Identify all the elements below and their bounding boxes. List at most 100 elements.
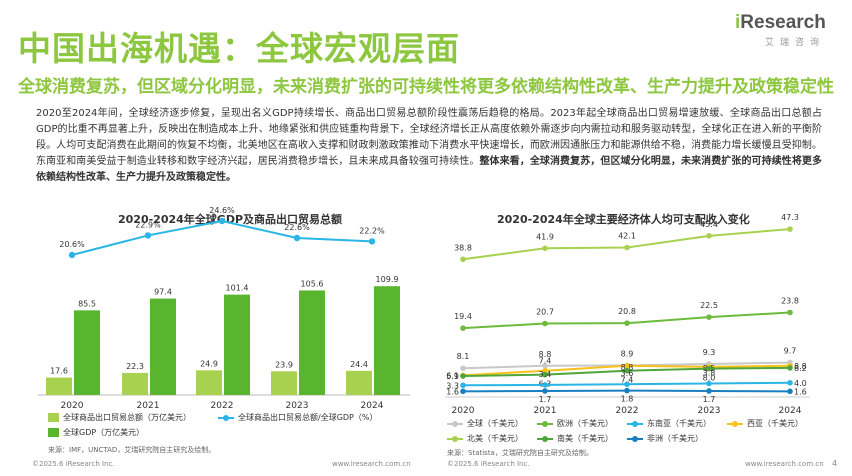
label-西亚-2021: 7.4 bbox=[539, 357, 552, 366]
label-全球-2021: 8.8 bbox=[539, 350, 552, 359]
label-北美-2020: 38.8 bbox=[454, 243, 472, 252]
label-南美-2020: 5.9 bbox=[446, 372, 459, 381]
legend-na-swatch bbox=[447, 435, 463, 442]
legend-westasia-label: 西亚（千美元） bbox=[747, 419, 803, 428]
point-欧洲-2023 bbox=[706, 314, 712, 320]
gdp-bar-2021 bbox=[150, 298, 176, 395]
logo-rest: Research bbox=[740, 12, 826, 33]
gdp-bar-label-2023: 105.6 bbox=[301, 279, 324, 288]
gdp-bar-2020 bbox=[74, 310, 100, 395]
label-东南亚-2021: 3.4 bbox=[539, 370, 552, 379]
ratio-label-2023: 22.6% bbox=[284, 223, 310, 232]
label-北美-2023: 45.4 bbox=[700, 220, 718, 229]
label-全球-2024: 9.7 bbox=[784, 347, 797, 356]
summary-part-1: 2020至2024年间，全球经济逐步修复，呈现出名义GDP持续增长、商品出口贸易… bbox=[36, 108, 822, 151]
legend-sea-swatch bbox=[627, 420, 643, 427]
legend-export-swatch bbox=[48, 413, 59, 422]
legend-gdp: 全球GDP（万亿美元） bbox=[48, 427, 144, 438]
left-source: 来源：IMF，UNCTAD，艾瑞研究院自主研究及绘制。 bbox=[48, 446, 216, 454]
legend-sa: 南美（千美元） bbox=[537, 433, 613, 444]
gdp-bar-2023 bbox=[299, 290, 325, 395]
right-chart-title: 2020-2024年全球主要经济体人均可支配收入变化 bbox=[497, 213, 750, 226]
export-bar-2020 bbox=[46, 377, 72, 395]
label-东南亚-2022: 3.6 bbox=[621, 369, 634, 378]
gdp-bar-label-2020: 85.5 bbox=[78, 299, 96, 308]
export-bar-2024 bbox=[346, 370, 372, 395]
legend-europe: 欧洲（千美元） bbox=[537, 418, 613, 429]
summary-part-3: 整体来看，全球消费复苏，但区域分化明显，未来消费扩张的可持续性将更多依赖结构性改… bbox=[36, 156, 823, 183]
export-bar-label-2024: 24.4 bbox=[350, 360, 368, 369]
label-非洲-2022: 1.8 bbox=[621, 395, 634, 404]
export-bar-label-2021: 22.3 bbox=[126, 362, 144, 371]
label-东南亚-2024: 4.0 bbox=[794, 379, 807, 388]
legend-africa-label: 非洲（千美元） bbox=[647, 434, 703, 443]
point-北美-2020 bbox=[460, 256, 466, 263]
label-全球-2020: 8.1 bbox=[457, 352, 470, 361]
legend-sea: 东南亚（千美元） bbox=[627, 418, 711, 429]
point-北美-2022 bbox=[624, 244, 630, 251]
left-x-tick-2023: 2023 bbox=[286, 401, 309, 411]
export-bar-2023 bbox=[271, 371, 297, 395]
point-非洲-2024 bbox=[787, 388, 793, 395]
export-bar-label-2022: 24.9 bbox=[200, 359, 218, 368]
label-非洲-2020: 1.6 bbox=[446, 387, 459, 396]
legend-global-label: 全球（千美元） bbox=[467, 419, 523, 428]
page-number: 4 bbox=[832, 459, 838, 468]
label-南美-2024: 8.2 bbox=[794, 364, 807, 373]
point-欧洲-2022 bbox=[624, 320, 630, 326]
ratio-point-2021 bbox=[144, 232, 152, 239]
legend-gdp-swatch bbox=[48, 428, 59, 437]
legend-africa: 非洲（千美元） bbox=[627, 433, 703, 444]
legend-europe-label: 欧洲（千美元） bbox=[557, 419, 613, 428]
point-北美-2024 bbox=[787, 226, 793, 232]
export-bar-2021 bbox=[122, 372, 148, 395]
ratio-point-2024 bbox=[368, 238, 376, 245]
label-欧洲-2023: 22.5 bbox=[700, 301, 718, 310]
point-非洲-2021 bbox=[542, 388, 548, 394]
point-南美-2023 bbox=[706, 365, 712, 372]
legend-westasia-swatch bbox=[727, 420, 743, 427]
footer-copyright-left: ©2025.6 iResearch Inc. bbox=[32, 460, 115, 468]
right-x-tick-2022: 2022 bbox=[616, 406, 639, 416]
label-东南亚-2020: 3.3 bbox=[446, 381, 459, 390]
legend-gdp-label: 全球GDP（万亿美元） bbox=[63, 428, 145, 437]
footer-url-left: www.iresearch.com.cn bbox=[332, 460, 411, 468]
summary-paragraph: 2020至2024年间，全球经济逐步修复，呈现出名义GDP持续增长、商品出口贸易… bbox=[36, 106, 822, 186]
ratio-label-2021: 22.9% bbox=[135, 220, 161, 229]
point-非洲-2022 bbox=[624, 387, 630, 394]
export-bar-label-2023: 23.9 bbox=[275, 360, 293, 369]
ratio-point-2023 bbox=[293, 234, 301, 242]
label-西亚-2022: 8.8 bbox=[621, 363, 634, 372]
legend-sa-label: 南美（千美元） bbox=[557, 434, 613, 443]
page-title: 中国出海机遇：全球宏观层面 bbox=[18, 29, 460, 68]
label-北美-2022: 42.1 bbox=[618, 232, 636, 241]
ratio-point-2020 bbox=[68, 251, 76, 259]
legend-ratio-label: 全球商品出口贸易总额/全球GDP（%） bbox=[238, 413, 378, 422]
label-非洲-2023: 1.7 bbox=[703, 395, 716, 404]
ratio-point-2022 bbox=[218, 217, 226, 225]
point-全球-2021 bbox=[542, 362, 548, 369]
ratio-label-2024: 22.2% bbox=[359, 226, 385, 235]
left-x-tick-2020: 2020 bbox=[61, 401, 84, 411]
label-北美-2021: 41.9 bbox=[536, 232, 554, 241]
point-东南亚-2023 bbox=[706, 380, 712, 387]
point-东南亚-2024 bbox=[787, 380, 793, 386]
right-x-tick-2021: 2021 bbox=[534, 406, 557, 416]
legend-global: 全球（千美元） bbox=[447, 418, 523, 429]
label-欧洲-2020: 19.4 bbox=[454, 312, 472, 321]
label-欧洲-2024: 23.8 bbox=[781, 297, 799, 306]
label-全球-2022: 8.9 bbox=[621, 349, 634, 358]
footer-copyright-right: ©2025.6 iResearch Inc. bbox=[447, 460, 530, 468]
gdp-bar-label-2024: 109.9 bbox=[376, 275, 399, 284]
legend-export: 全球商品出口贸易总额（万亿美元） bbox=[48, 412, 191, 423]
legend-global-swatch bbox=[447, 420, 463, 427]
label-南美-2023: 8.0 bbox=[703, 374, 716, 383]
legend-na-label: 北美（千美元） bbox=[467, 434, 523, 443]
point-南美-2022 bbox=[624, 367, 630, 374]
label-西亚-2020: 6.1 bbox=[446, 371, 459, 380]
point-北美-2021 bbox=[542, 245, 548, 252]
point-全球-2020 bbox=[460, 365, 466, 372]
right-x-tick-2023: 2023 bbox=[698, 406, 721, 416]
point-西亚-2021 bbox=[542, 367, 548, 374]
logo-prefix: i bbox=[735, 12, 741, 33]
